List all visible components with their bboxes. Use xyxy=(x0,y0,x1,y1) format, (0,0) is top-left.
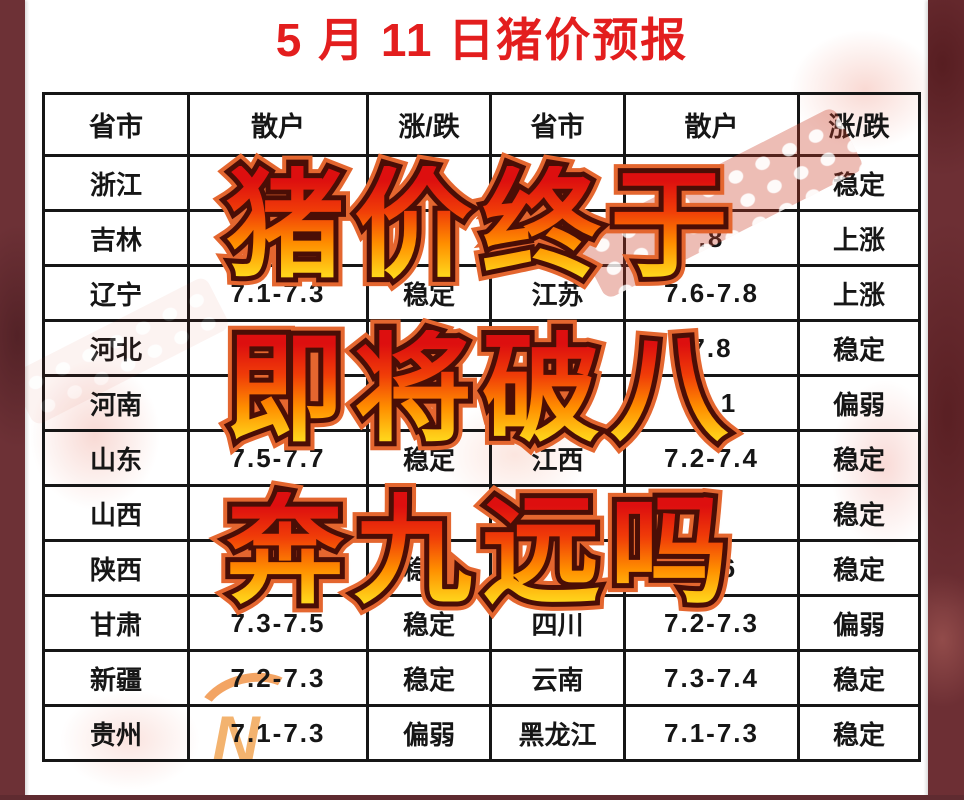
province-cell xyxy=(489,539,626,597)
price-cell: 7.2-7.3 xyxy=(187,649,369,707)
table-row: 河南 6. 1 偏弱 xyxy=(42,374,921,432)
trend-cell: 稳定 xyxy=(366,594,492,652)
trend-cell: 稳定 xyxy=(797,539,921,597)
trend-cell: 稳定 xyxy=(797,704,921,762)
price-cell: 7.8 xyxy=(623,319,800,377)
price-cell: 7.2-7.4 xyxy=(623,429,800,487)
price-cell: 7.3-7.4 xyxy=(623,649,800,707)
bottom-frame-strip xyxy=(0,795,964,800)
table-row: 甘肃 7.3-7.5 稳定 四川 7.2-7.3 偏弱 xyxy=(42,594,921,652)
right-frame-strip xyxy=(928,0,964,800)
price-cell: 7.1-7.3 xyxy=(623,704,800,762)
province-cell: 四川 xyxy=(489,594,626,652)
trend-cell: 上涨 xyxy=(797,264,921,322)
trend-cell: 偏弱 xyxy=(797,374,921,432)
price-cell: 6 xyxy=(623,154,800,212)
province-cell: 山东 xyxy=(42,429,190,487)
province-cell: 云南 xyxy=(489,649,626,707)
price-cell: .8 xyxy=(623,209,800,267)
table-row: 吉林 .8 上涨 xyxy=(42,209,921,267)
table-row: 山西 4 稳定 xyxy=(42,484,921,542)
trend-cell xyxy=(366,484,492,542)
col-header-retail-left: 散户 xyxy=(187,92,369,157)
province-cell: 贵州 xyxy=(42,704,190,762)
price-cell xyxy=(187,209,369,267)
trend-cell: 稳定 xyxy=(797,319,921,377)
trend-cell: 稳定 xyxy=(797,154,921,212)
province-cell: 辽宁 xyxy=(42,264,190,322)
trend-cell xyxy=(366,319,492,377)
province-cell xyxy=(489,484,626,542)
left-frame-strip xyxy=(0,0,25,800)
price-cell xyxy=(187,374,369,432)
price-cell xyxy=(187,539,369,597)
province-cell xyxy=(489,209,626,267)
col-header-retail-right: 散户 xyxy=(623,92,800,157)
trend-cell xyxy=(366,154,492,212)
page-title: 5 月 11 日猪价预报 xyxy=(275,14,689,66)
province-cell: 河南 xyxy=(42,374,190,432)
trend-cell: 稳定 xyxy=(366,649,492,707)
table-row: 新疆 7.2-7.3 稳定 云南 7.3-7.4 稳定 xyxy=(42,649,921,707)
price-cell xyxy=(187,319,369,377)
trend-cell: 稳定 xyxy=(366,429,492,487)
table-row: 贵州 7.1-7.3 偏弱 黑龙江 7.1-7.3 稳定 xyxy=(42,704,921,762)
col-header-trend-left: 涨/跌 xyxy=(366,92,492,157)
province-cell xyxy=(489,154,626,212)
price-cell: 7.5-7.7 xyxy=(187,429,369,487)
table-row: 浙江 6 稳定 xyxy=(42,154,921,212)
province-cell: 陕西 xyxy=(42,539,190,597)
col-header-province-left: 省市 xyxy=(42,92,190,157)
trend-cell: 上涨 xyxy=(797,209,921,267)
trend-cell: 稳定 xyxy=(366,539,492,597)
price-cell: 7.1-7.3 xyxy=(187,264,369,322)
trend-cell: 偏弱 xyxy=(797,594,921,652)
price-cell: 7.1-7.3 xyxy=(187,704,369,762)
price-cell: 4 xyxy=(623,484,800,542)
trend-cell xyxy=(366,209,492,267)
province-cell: 河北 xyxy=(42,319,190,377)
table-row: 陕西 稳定 7. 6 稳定 xyxy=(42,539,921,597)
trend-cell: 稳定 xyxy=(366,264,492,322)
province-cell: 吉林 xyxy=(42,209,190,267)
price-cell: 7.6-7.8 xyxy=(623,264,800,322)
province-cell: 江西 xyxy=(489,429,626,487)
table-row: 辽宁 7.1-7.3 稳定 江苏 7.6-7.8 上涨 xyxy=(42,264,921,322)
province-cell: 甘肃 xyxy=(42,594,190,652)
table-row: 河北 7.8 稳定 xyxy=(42,319,921,377)
province-cell: 山西 xyxy=(42,484,190,542)
col-header-province-right: 省市 xyxy=(489,92,626,157)
price-cell xyxy=(187,154,369,212)
trend-cell: 稳定 xyxy=(797,484,921,542)
province-cell xyxy=(489,319,626,377)
province-cell: 浙江 xyxy=(42,154,190,212)
province-cell: 新疆 xyxy=(42,649,190,707)
trend-cell: 偏弱 xyxy=(366,704,492,762)
table-row: 山东 7.5-7.7 稳定 江西 7.2-7.4 稳定 xyxy=(42,429,921,487)
pig-price-table: 省市 散户 涨/跌 省市 散户 涨/跌 浙江 6 稳定 吉林 .8 上涨 辽宁 … xyxy=(42,92,921,762)
price-cell: 7.3-7.5 xyxy=(187,594,369,652)
province-cell: 黑龙江 xyxy=(489,704,626,762)
province-cell: 江苏 xyxy=(489,264,626,322)
price-cell xyxy=(187,484,369,542)
price-cell: 7.2-7.3 xyxy=(623,594,800,652)
province-cell xyxy=(489,374,626,432)
price-cell: 6. 1 xyxy=(623,374,800,432)
price-cell: 7. 6 xyxy=(623,539,800,597)
table-header-row: 省市 散户 涨/跌 省市 散户 涨/跌 xyxy=(42,92,921,157)
col-header-trend-right: 涨/跌 xyxy=(797,92,921,157)
trend-cell: 稳定 xyxy=(797,649,921,707)
trend-cell xyxy=(366,374,492,432)
trend-cell: 稳定 xyxy=(797,429,921,487)
